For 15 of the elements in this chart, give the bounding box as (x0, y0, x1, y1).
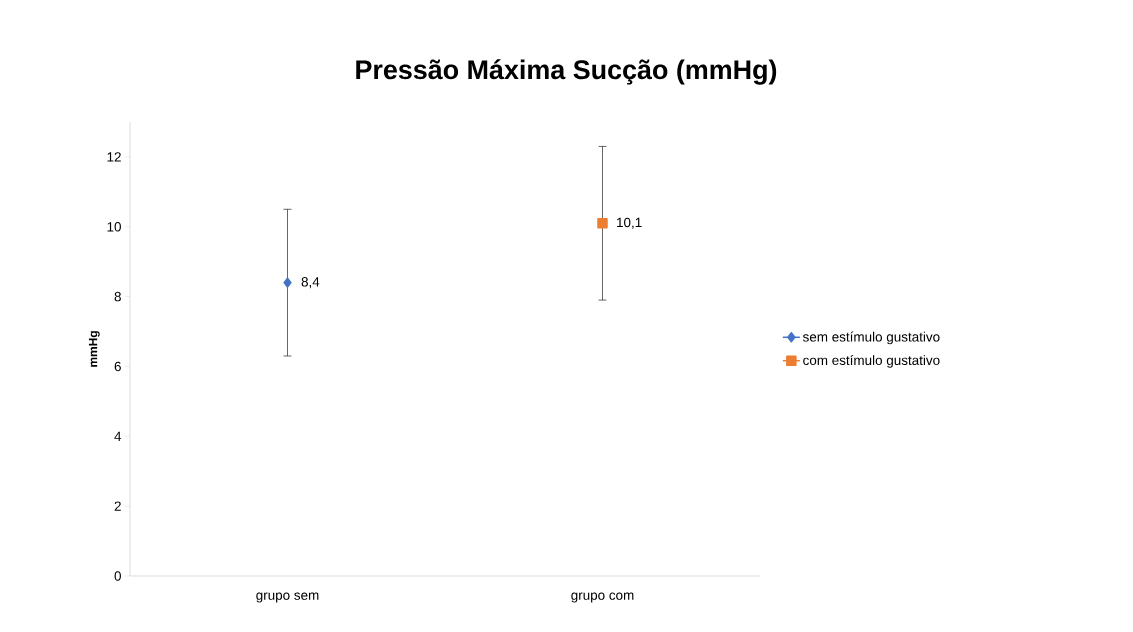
y-tick-label: 2 (114, 501, 121, 511)
y-tick-label: 4 (114, 431, 122, 441)
y-tick-label: 8 (114, 291, 121, 302)
y-tick-label: 6 (114, 361, 121, 372)
data-label: 10,1 (617, 217, 642, 229)
y-tick-label: 0 (114, 571, 121, 581)
y-axis-title: mmHg (88, 331, 100, 367)
data-label: 8,4 (301, 277, 320, 289)
legend-label: sem estímulo gustativo (802, 331, 940, 345)
x-tick-label: grupo com (571, 592, 634, 603)
x-tick-label: grupo sem (256, 592, 319, 603)
y-tick-label: 12 (107, 152, 121, 162)
legend-label: com estímulo gustativo (803, 354, 940, 368)
y-tick-label: 10 (107, 221, 121, 232)
chart-title: Pressão Máxima Sucção (mmHg) (356, 59, 777, 85)
